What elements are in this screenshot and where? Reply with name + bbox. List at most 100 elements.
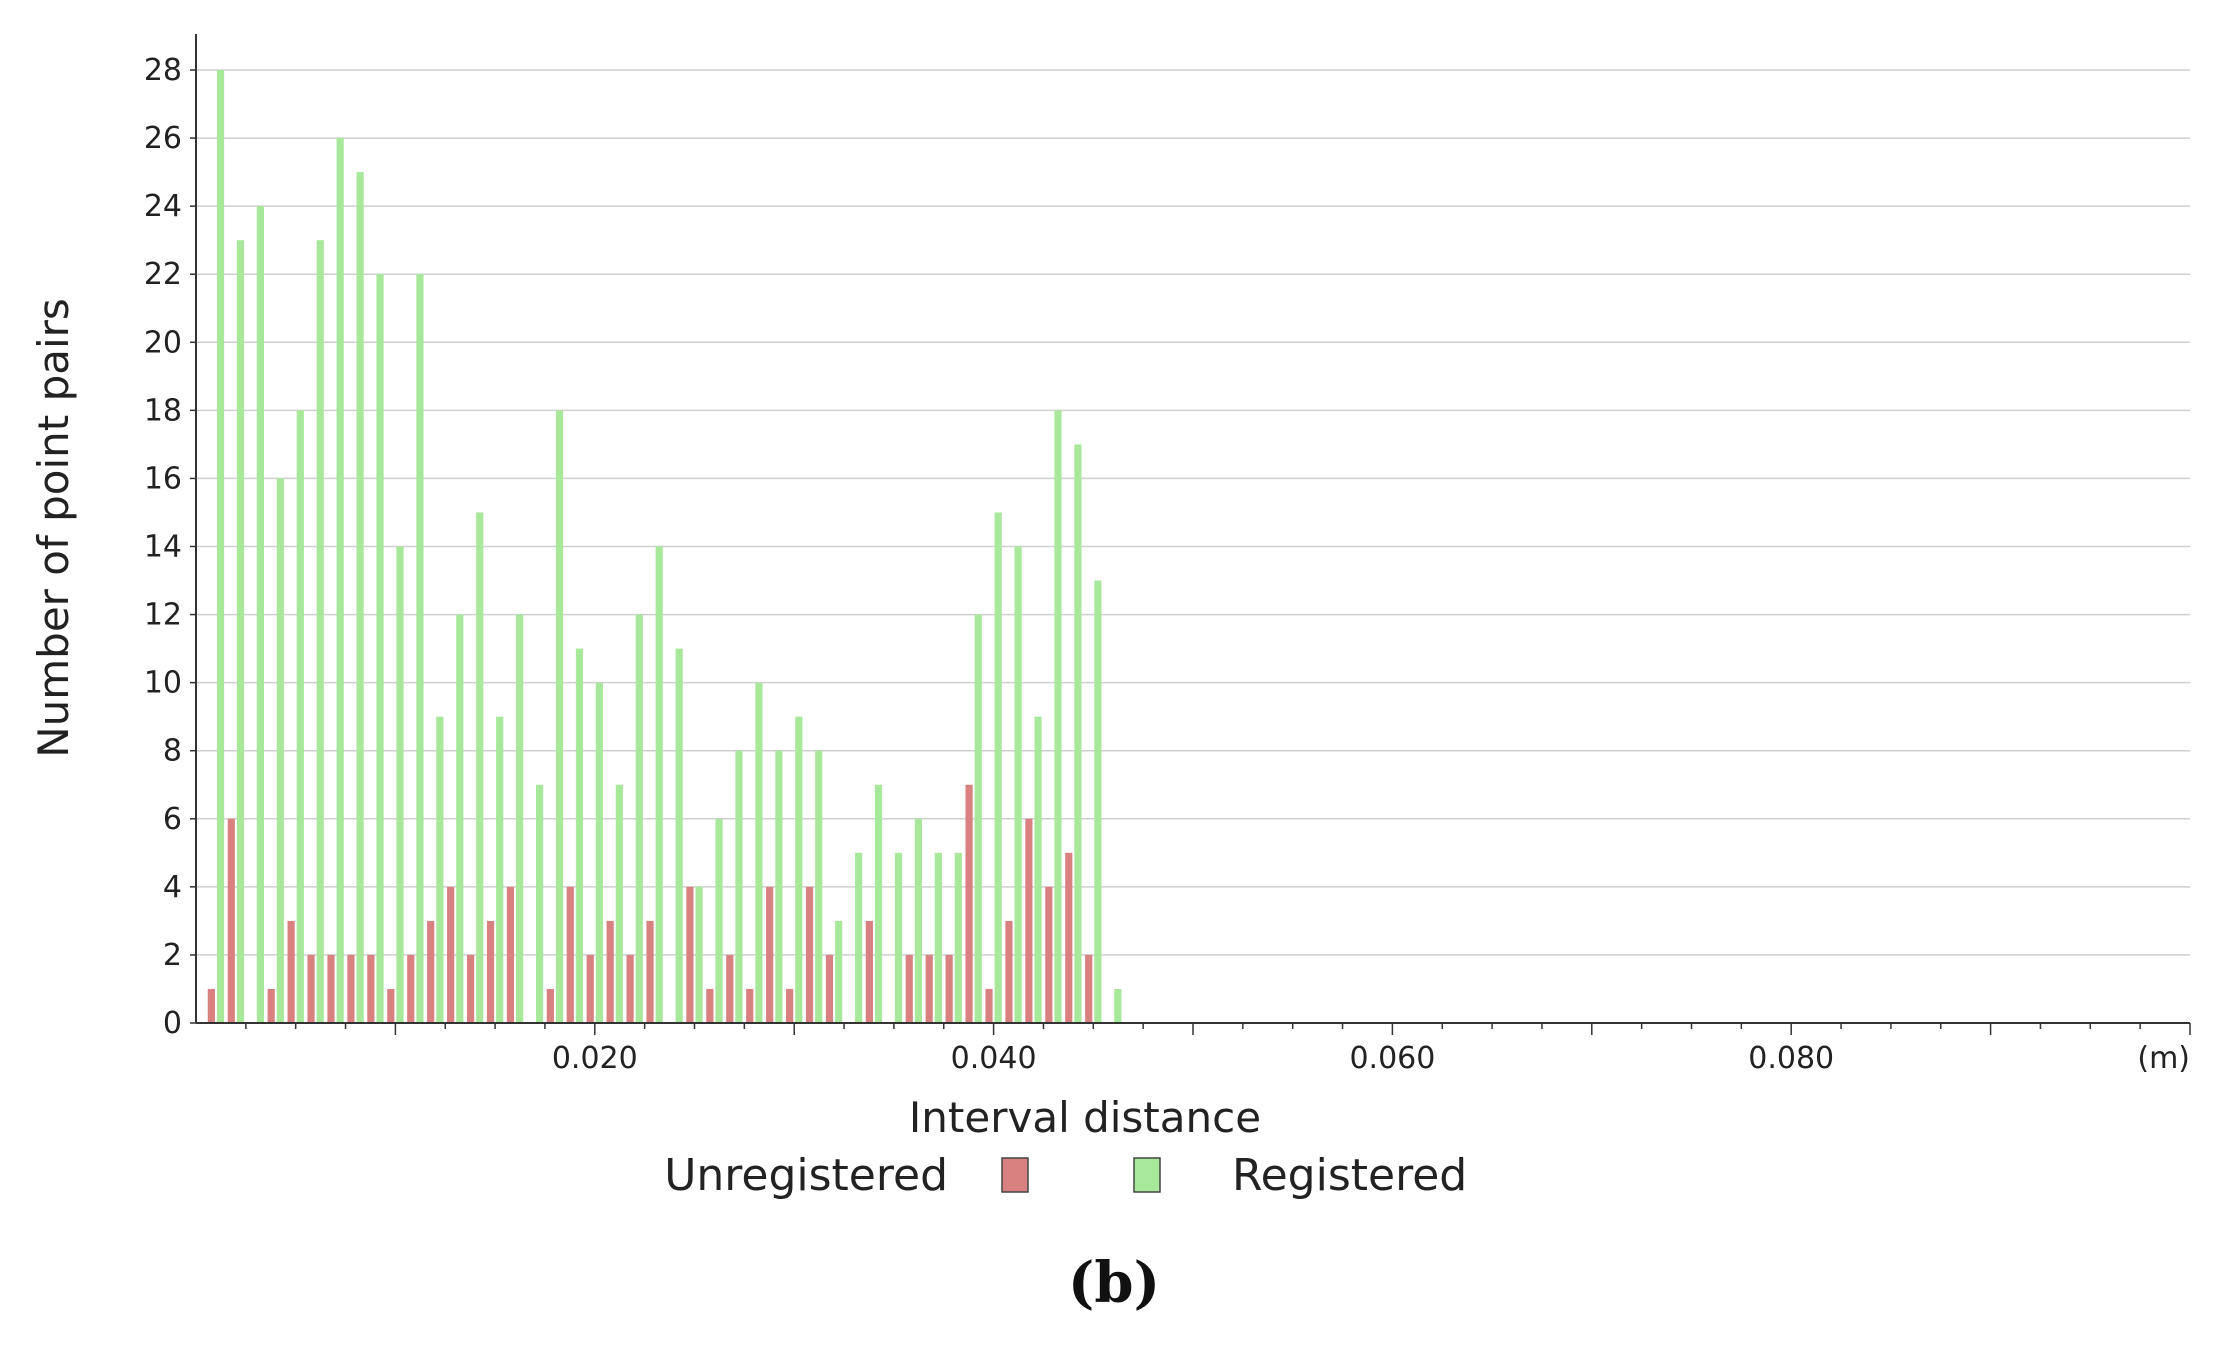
bar-unregistered bbox=[466, 954, 475, 1023]
bar-registered bbox=[914, 818, 923, 1023]
bar-unregistered bbox=[905, 954, 913, 1023]
bar-registered bbox=[236, 240, 245, 1023]
bar-registered bbox=[874, 784, 883, 1023]
bar-registered bbox=[416, 274, 424, 1023]
bar-unregistered bbox=[387, 988, 395, 1023]
bar-unregistered bbox=[486, 920, 495, 1023]
bar-registered bbox=[336, 138, 344, 1024]
y-tick-label: 16 bbox=[144, 461, 182, 496]
y-tick-label: 12 bbox=[144, 598, 182, 633]
axes-group bbox=[195, 34, 2190, 1024]
bar-unregistered bbox=[1005, 920, 1013, 1023]
bar-registered bbox=[535, 784, 544, 1023]
y-tick-label: 26 bbox=[144, 121, 182, 156]
bar-registered bbox=[855, 852, 863, 1023]
bar-unregistered bbox=[1065, 852, 1073, 1023]
bar-unregistered bbox=[766, 886, 774, 1023]
bar-unregistered bbox=[407, 954, 415, 1023]
bar-unregistered bbox=[347, 954, 355, 1023]
x-tick-labels: 0.020 0.040 0.060 0.080 bbox=[245, 1023, 2191, 1076]
bar-unregistered bbox=[327, 954, 335, 1023]
bar-registered bbox=[954, 852, 962, 1023]
y-axis-title: Number of point pairs bbox=[29, 298, 78, 758]
y-tick-label: 28 bbox=[144, 53, 182, 88]
bar-unregistered bbox=[367, 954, 375, 1023]
bar-registered bbox=[755, 682, 763, 1023]
bar-registered bbox=[735, 750, 743, 1023]
bar-registered bbox=[1074, 444, 1082, 1024]
bar-unregistered bbox=[965, 784, 973, 1023]
grid-lines bbox=[196, 69, 2190, 956]
bar-registered bbox=[675, 648, 683, 1023]
bar-unregistered bbox=[586, 954, 594, 1023]
bar-registered bbox=[595, 682, 603, 1023]
legend: Unregistered Registered bbox=[664, 1150, 1467, 1201]
bar-registered bbox=[216, 70, 225, 1023]
bar-registered bbox=[456, 614, 464, 1023]
legend-label-unregistered: Unregistered bbox=[664, 1150, 948, 1201]
y-tick-label: 14 bbox=[144, 530, 182, 565]
bar-registered bbox=[894, 852, 903, 1023]
figure-caption: (b) bbox=[1068, 1250, 1160, 1316]
bar-unregistered bbox=[1045, 886, 1053, 1023]
bar-unregistered bbox=[447, 886, 455, 1023]
bar-registered bbox=[835, 920, 843, 1023]
y-tick-label: 20 bbox=[144, 325, 182, 360]
bar-unregistered bbox=[1085, 954, 1093, 1023]
bar-registered bbox=[1014, 546, 1022, 1023]
bar-registered bbox=[436, 716, 444, 1023]
bar-registered bbox=[1114, 988, 1122, 1023]
bar-unregistered bbox=[786, 988, 794, 1023]
bar-registered bbox=[516, 614, 524, 1023]
y-tick-label: 24 bbox=[144, 189, 182, 224]
bar-registered bbox=[496, 716, 504, 1023]
bar-registered bbox=[934, 852, 942, 1023]
bar-registered bbox=[256, 206, 264, 1024]
y-tick-label: 0 bbox=[163, 1006, 182, 1041]
bar-unregistered bbox=[307, 954, 315, 1023]
bar-unregistered bbox=[805, 886, 814, 1023]
bar-unregistered bbox=[706, 988, 714, 1023]
bar-unregistered bbox=[287, 920, 295, 1023]
bar-unregistered bbox=[207, 988, 215, 1023]
y-tick-label: 10 bbox=[144, 666, 182, 701]
bar-registered bbox=[715, 818, 723, 1023]
bar-unregistered bbox=[506, 886, 515, 1023]
bar-registered bbox=[356, 172, 364, 1023]
bar-registered bbox=[1054, 410, 1062, 1023]
bar-registered bbox=[615, 784, 623, 1023]
bar-registered bbox=[396, 546, 404, 1023]
x-tick-label: 0.080 bbox=[1748, 1041, 1834, 1076]
bar-unregistered bbox=[646, 920, 654, 1023]
bar-registered bbox=[695, 886, 703, 1023]
bar-unregistered bbox=[686, 886, 694, 1023]
bar-registered bbox=[296, 410, 304, 1023]
bar-unregistered bbox=[566, 886, 574, 1023]
y-tick-label: 2 bbox=[163, 938, 182, 973]
bar-unregistered bbox=[546, 988, 554, 1023]
bar-registered bbox=[994, 512, 1002, 1023]
bar-registered bbox=[1094, 580, 1102, 1023]
bar-registered bbox=[575, 648, 584, 1023]
bar-registered bbox=[476, 512, 484, 1023]
bar-unregistered bbox=[825, 954, 834, 1023]
bar-registered bbox=[276, 478, 284, 1023]
bar-unregistered bbox=[865, 920, 873, 1023]
y-tick-label: 22 bbox=[144, 257, 182, 292]
y-tick-label: 8 bbox=[163, 734, 182, 769]
bar-registered bbox=[376, 274, 384, 1023]
bar-registered bbox=[655, 546, 663, 1023]
bar-unregistered bbox=[606, 920, 614, 1023]
bar-unregistered bbox=[746, 988, 754, 1023]
bar-registered bbox=[815, 750, 823, 1023]
bar-unregistered bbox=[267, 988, 275, 1023]
y-tick-label: 18 bbox=[144, 393, 182, 428]
bar-registered bbox=[795, 716, 803, 1023]
legend-swatch-unregistered bbox=[1001, 1157, 1029, 1193]
bar-unregistered bbox=[227, 818, 235, 1023]
bar-registered bbox=[316, 240, 324, 1023]
bar-registered bbox=[775, 750, 783, 1023]
y-tick-label: 4 bbox=[163, 870, 182, 905]
